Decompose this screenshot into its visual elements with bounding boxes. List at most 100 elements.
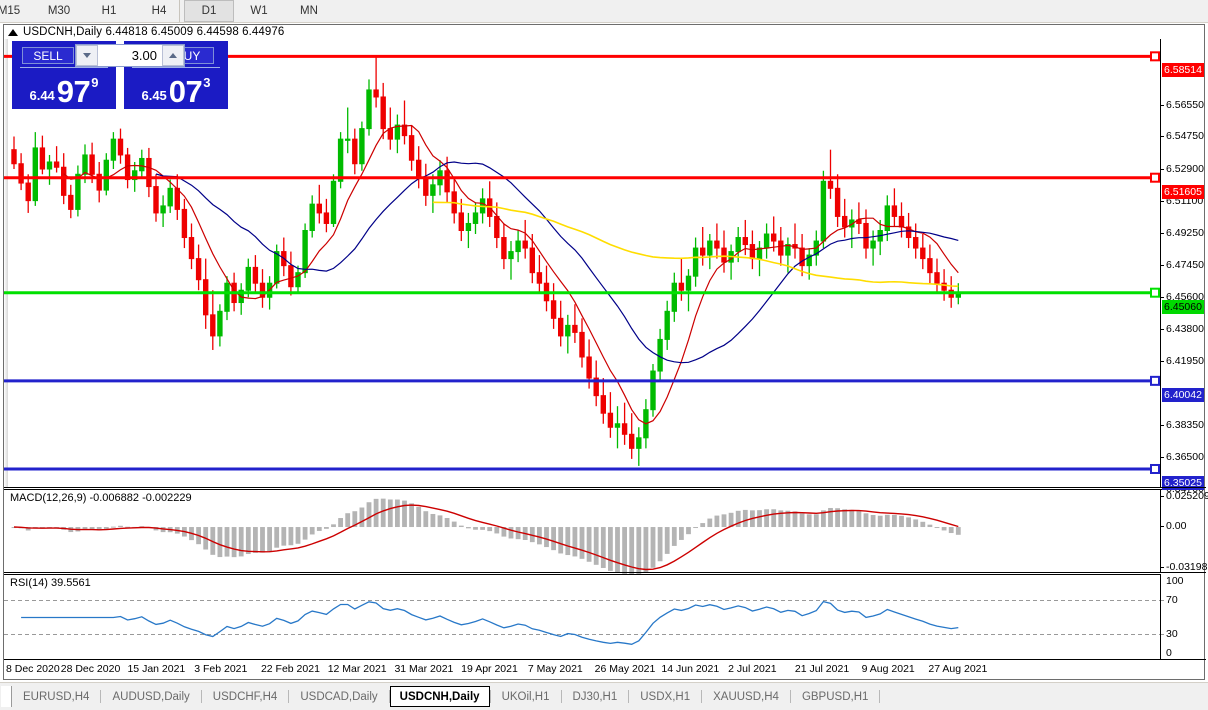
chevron-up-icon <box>169 53 177 58</box>
timeframe-button-h4[interactable]: H4 <box>151 5 167 17</box>
symbol-tab-gbpusd[interactable]: GBPUSD,H1 <box>801 690 869 703</box>
price-axis-label: 6.36500 <box>1166 451 1204 464</box>
symbol-tab-usdcnh[interactable]: USDCNH,Daily <box>389 686 490 707</box>
price-tick <box>1161 104 1164 106</box>
price-axis-label: 6.43800 <box>1166 322 1204 335</box>
date-axis-label: 28 Dec 2020 <box>60 663 121 675</box>
symbol-tab-usdx[interactable]: USDX,H1 <box>640 690 691 703</box>
rsi-title: RSI(14) 39.5561 <box>10 577 91 589</box>
one-click-trade-panel[interactable]: SELL 6.44 97 9 BUY 6.45 07 3 3.00 <box>12 41 228 109</box>
tab-bar-leading-edge <box>1 686 12 707</box>
timeframe-button-group: M15 M30 H1 H4 D1 W1 MN <box>0 0 334 22</box>
date-axis-label: 27 Aug 2021 <box>928 663 988 675</box>
price-axis-label: 6.52900 <box>1166 162 1204 175</box>
date-axis-label: 8 Dec 2020 <box>6 663 60 675</box>
price-tick <box>1161 168 1164 170</box>
volume-decrease-button[interactable] <box>76 45 98 66</box>
sell-price-sup: 9 <box>91 75 99 90</box>
date-axis-label: 14 Jun 2021 <box>661 663 720 675</box>
price-level-label: 6.40042 <box>1162 387 1204 402</box>
price-tick <box>1161 361 1164 363</box>
pane-divider-3 <box>4 659 1206 660</box>
tab-separator <box>879 690 881 703</box>
date-axis-label: 2 Jul 2021 <box>728 663 777 675</box>
price-level-label: 6.51605 <box>1162 184 1204 199</box>
volume-increase-button[interactable] <box>162 45 184 66</box>
price-tick <box>1161 457 1164 459</box>
volume-input[interactable]: 3.00 <box>131 48 157 63</box>
rsi-svg <box>4 600 1160 645</box>
buy-price: 6.45 07 3 <box>124 67 228 109</box>
price-axis-label: 6.56550 <box>1166 98 1204 111</box>
tab-separator <box>200 690 202 703</box>
rsi-tick <box>1161 599 1164 601</box>
timeframe-button-mn[interactable]: MN <box>300 5 318 17</box>
pane-divider-2 <box>4 572 1206 573</box>
symbol-tab-usdchf[interactable]: USDCHF,H4 <box>212 690 278 703</box>
tab-separator <box>388 690 390 703</box>
price-tick <box>1161 297 1164 299</box>
date-axis-label: 19 Apr 2021 <box>461 663 518 675</box>
tab-separator <box>628 690 630 703</box>
pane-divider-1 <box>4 487 1206 488</box>
timeframe-toolbar: M15 M30 H1 H4 D1 W1 MN <box>0 0 1208 23</box>
buy-underline <box>132 67 220 68</box>
timeframe-button-w1[interactable]: W1 <box>250 5 268 17</box>
rsi-axis-label: 70 <box>1166 593 1178 606</box>
price-axis-label: 6.49250 <box>1166 227 1204 240</box>
timeframe-button-d1[interactable]: D1 <box>184 0 234 22</box>
price-axis-label: 6.47450 <box>1166 258 1204 271</box>
timeframe-button-m15[interactable]: M15 <box>0 5 21 17</box>
tab-separator <box>560 690 562 703</box>
price-axis-label: 6.54750 <box>1166 130 1204 143</box>
price-level-label: 6.45060 <box>1162 299 1204 314</box>
tab-separator <box>789 690 791 703</box>
tab-separator <box>701 690 703 703</box>
symbol-tab-usdcad[interactable]: USDCAD,Daily <box>300 690 378 703</box>
rsi-axis-label: 100 <box>1166 575 1184 587</box>
price-axis-label: 6.38350 <box>1166 418 1204 431</box>
price-candles-svg <box>4 51 1160 474</box>
timeframe-button-m30[interactable]: M30 <box>47 5 71 17</box>
symbol-tab-audusd[interactable]: AUDUSD,Daily <box>112 690 190 703</box>
tab-separator <box>100 690 102 703</box>
price-axis-label: 6.41950 <box>1166 355 1204 368</box>
rsi-tick <box>1161 633 1164 635</box>
date-axis-label: 9 Aug 2021 <box>861 663 915 675</box>
volume-stepper[interactable]: 3.00 <box>75 44 185 67</box>
price-axis[interactable]: 6.56550 6.54750 6.52900 6.51100 6.49250 6.474… <box>1160 39 1204 495</box>
date-axis-label: 7 May 2021 <box>527 663 583 675</box>
macd-axis-label: 0.00 <box>1166 520 1187 533</box>
toolbar-divider <box>179 0 180 22</box>
date-axis[interactable]: 8 Dec 2020 28 Dec 2020 15 Jan 2021 3 Feb 20… <box>4 660 1206 680</box>
rsi-axis-label: 30 <box>1166 627 1178 640</box>
rsi-axis-label: 0 <box>1166 647 1172 659</box>
rsi-axis: 100 70 30 0 <box>1160 574 1204 659</box>
price-tick <box>1161 200 1164 202</box>
sell-button[interactable]: SELL <box>22 47 74 64</box>
chart-scroll-rail[interactable] <box>4 39 8 487</box>
timeframe-button-h1[interactable]: H1 <box>101 5 117 17</box>
price-tick <box>1161 424 1164 426</box>
symbol-tab-xauusd[interactable]: XAUUSD,H4 <box>713 690 779 703</box>
symbol-tab-dj30[interactable]: DJ30,H1 <box>572 690 618 703</box>
price-tick <box>1161 328 1164 330</box>
tab-separator <box>288 690 290 703</box>
price-tick <box>1161 233 1164 235</box>
macd-axis-label: 0.025209 <box>1166 490 1208 502</box>
tab-separator <box>489 690 491 703</box>
macd-pane[interactable]: MACD(12,26,9) -0.006882 -0.002229 <box>4 489 1160 574</box>
date-axis-label: 3 Feb 2021 <box>194 663 248 675</box>
macd-tick <box>1161 567 1164 568</box>
rsi-pane[interactable]: RSI(14) 39.5561 <box>4 574 1160 660</box>
sell-price: 6.44 97 9 <box>12 67 116 109</box>
sell-price-big: 6.44 <box>29 88 55 103</box>
chart-type-icon <box>8 28 18 36</box>
macd-axis: 0.025209 0.00 -0.03198 <box>1160 489 1208 573</box>
chevron-down-icon <box>83 53 91 58</box>
chart-title: USDCNH,Daily 6.44818 6.45009 6.44598 6.4… <box>23 26 285 38</box>
price-plot[interactable] <box>4 39 1160 487</box>
symbol-tab-ukoil[interactable]: UKOil,H1 <box>501 690 550 703</box>
macd-tick <box>1161 496 1164 497</box>
symbol-tab-eurusd[interactable]: EURUSD,H4 <box>23 690 90 703</box>
